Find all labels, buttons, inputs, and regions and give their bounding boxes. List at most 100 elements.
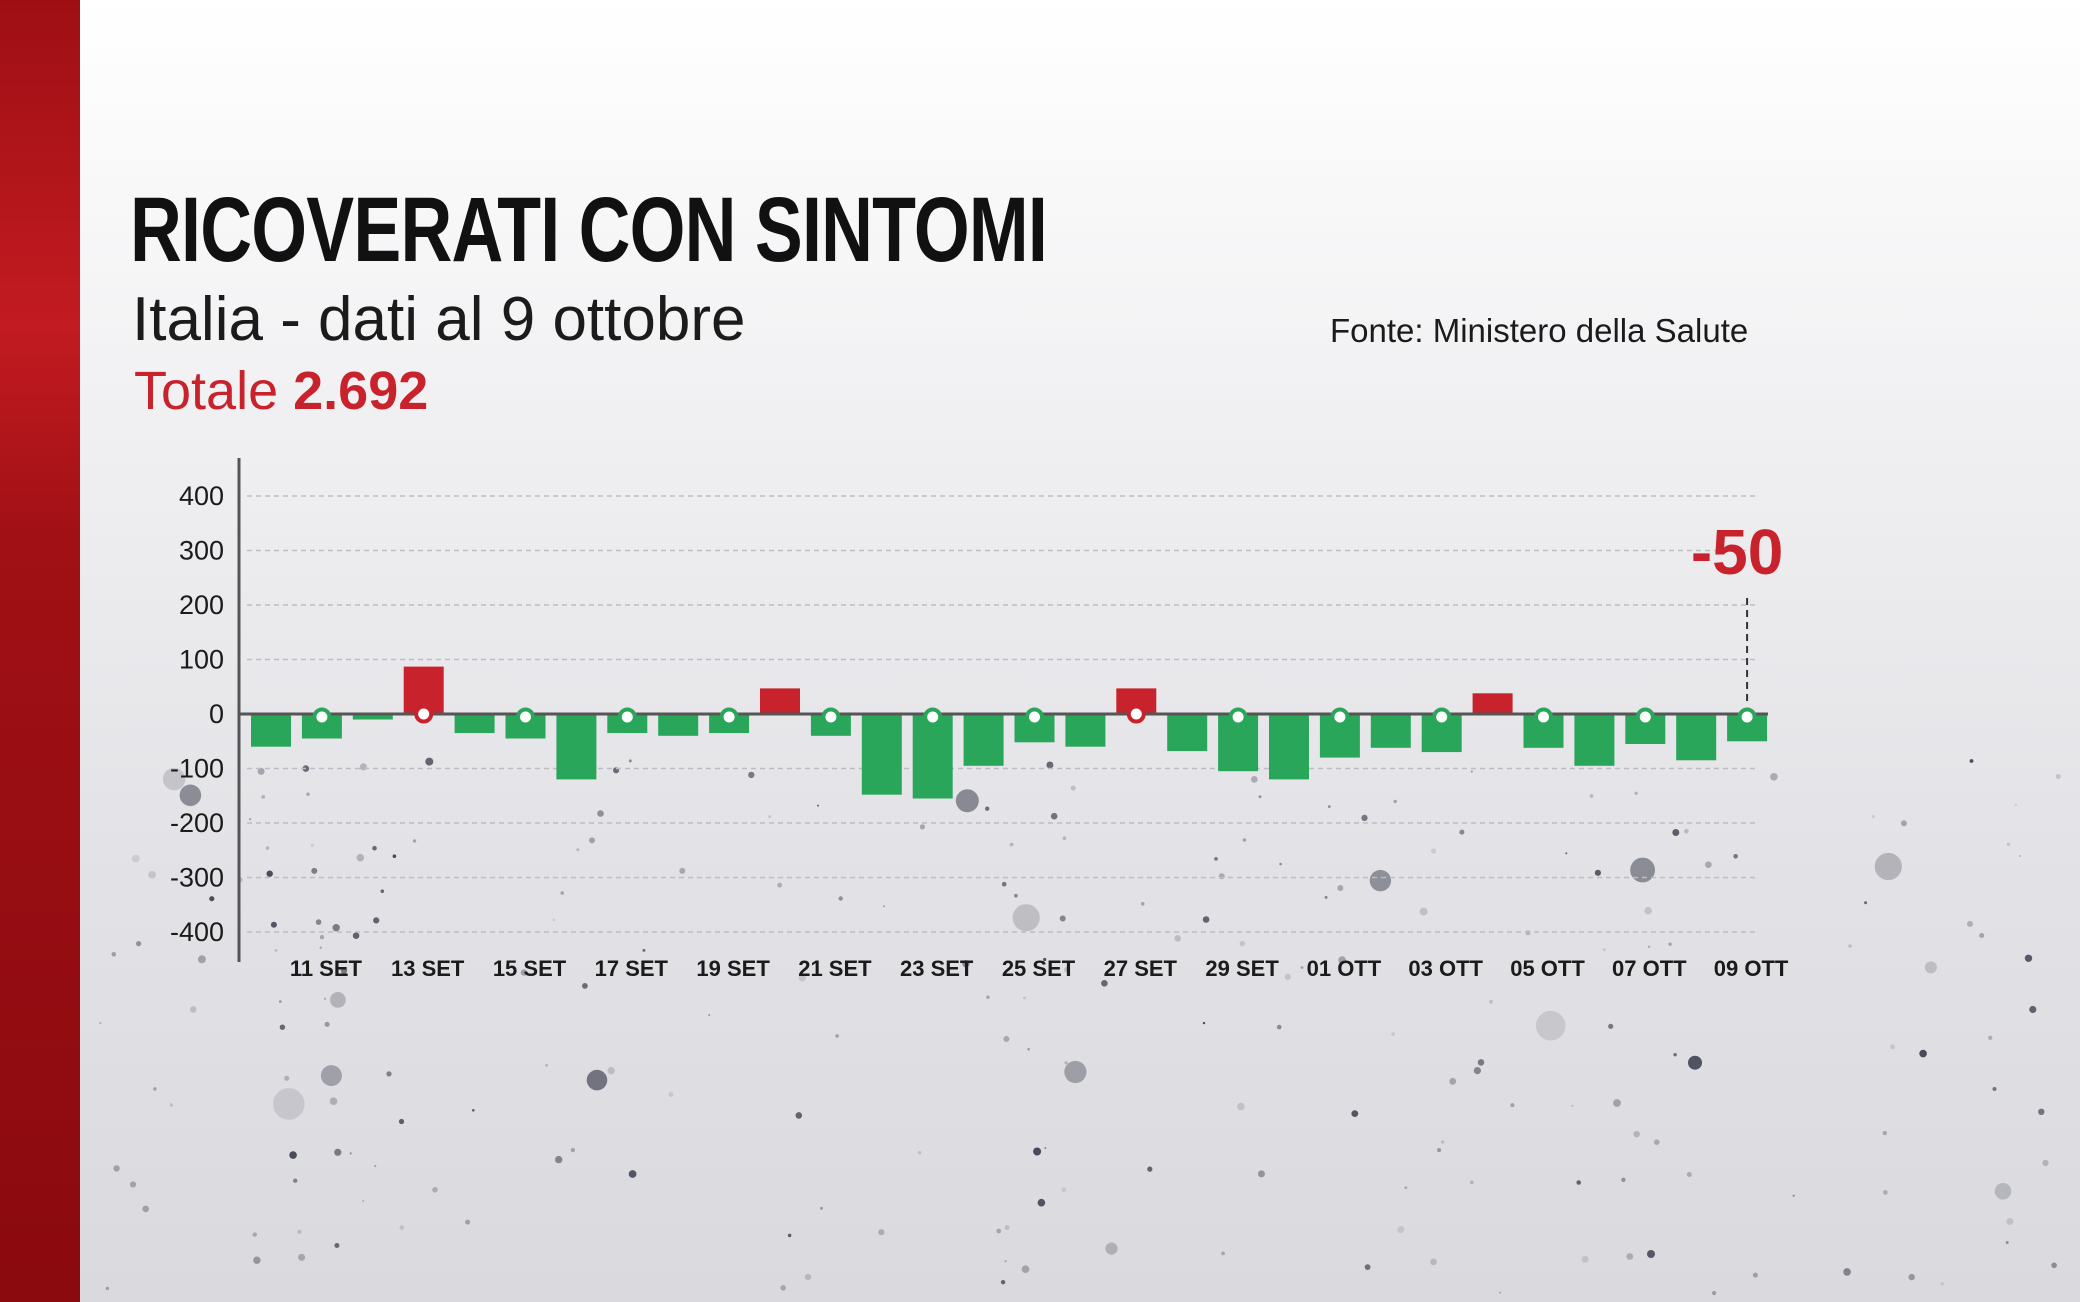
speckle bbox=[1300, 966, 1304, 969]
speckle bbox=[1994, 1183, 2012, 1200]
speckle bbox=[1242, 838, 1247, 842]
speckle bbox=[320, 1065, 342, 1087]
annotation-value: -50 bbox=[1691, 516, 1784, 588]
speckle bbox=[628, 1170, 637, 1178]
speckle bbox=[820, 1206, 823, 1210]
speckle bbox=[1684, 828, 1689, 834]
speckle bbox=[2024, 954, 2033, 962]
speckle bbox=[1059, 915, 1066, 922]
speckle bbox=[1633, 1131, 1640, 1138]
marker-dot bbox=[719, 707, 739, 727]
speckle bbox=[1634, 791, 1638, 795]
speckle bbox=[1449, 1077, 1457, 1085]
speckle bbox=[1279, 862, 1282, 866]
x-tick-label: 09 OTT bbox=[1714, 956, 1789, 981]
marker-dot bbox=[617, 707, 637, 727]
speckle bbox=[248, 818, 252, 821]
speckle bbox=[99, 1022, 102, 1025]
speckle bbox=[252, 1232, 257, 1237]
speckle bbox=[560, 891, 564, 895]
speckle bbox=[1988, 1035, 1993, 1041]
speckle bbox=[1653, 1139, 1660, 1145]
speckle bbox=[1105, 1242, 1118, 1255]
speckle bbox=[1046, 761, 1054, 769]
speckle bbox=[1276, 1024, 1282, 1030]
marker-dot bbox=[1126, 704, 1146, 724]
speckle bbox=[197, 955, 206, 964]
speckle bbox=[374, 1164, 377, 1168]
speckle bbox=[1337, 885, 1344, 891]
bar-20-set bbox=[760, 688, 800, 714]
bar-24-set bbox=[963, 714, 1004, 766]
speckle bbox=[1576, 1180, 1581, 1185]
speckle bbox=[330, 992, 346, 1008]
speckle bbox=[289, 1151, 297, 1159]
speckle bbox=[917, 1151, 922, 1155]
speckle bbox=[1792, 1194, 1795, 1197]
speckle bbox=[372, 845, 377, 851]
speckle bbox=[1752, 1272, 1758, 1278]
x-tick-label: 03 OTT bbox=[1408, 956, 1483, 981]
x-tick-label: 11 SET bbox=[290, 956, 363, 981]
speckle bbox=[589, 837, 595, 844]
marker-dot bbox=[312, 707, 332, 727]
speckle bbox=[2055, 773, 2061, 780]
speckle bbox=[1871, 814, 1876, 819]
speckle bbox=[642, 948, 646, 952]
speckle bbox=[1004, 1260, 1007, 1263]
speckle bbox=[2005, 1241, 2009, 1244]
speckle bbox=[1250, 776, 1258, 783]
speckle bbox=[555, 1155, 563, 1164]
bar-26-set bbox=[1065, 714, 1106, 747]
side-accent-bar bbox=[0, 0, 80, 1302]
speckle bbox=[169, 1103, 173, 1107]
speckle bbox=[1979, 933, 1985, 938]
total-value: 2.692 bbox=[293, 361, 429, 421]
bar-30-set bbox=[1269, 714, 1309, 780]
speckle bbox=[1843, 1268, 1851, 1276]
speckle bbox=[266, 870, 273, 877]
speckle bbox=[795, 1112, 803, 1119]
speckle bbox=[179, 784, 202, 807]
speckle bbox=[1064, 966, 1070, 973]
speckle bbox=[297, 1229, 302, 1234]
speckle bbox=[883, 905, 886, 908]
speckle bbox=[399, 1225, 404, 1230]
bar-04-ott bbox=[1472, 693, 1513, 714]
speckle bbox=[1014, 893, 1018, 898]
y-tick-label: 0 bbox=[209, 699, 224, 729]
speckle bbox=[2014, 803, 2018, 806]
speckle bbox=[324, 1021, 330, 1027]
speckle bbox=[1470, 1180, 1474, 1185]
speckle bbox=[265, 846, 270, 850]
speckle bbox=[576, 848, 580, 852]
speckle bbox=[284, 1075, 290, 1081]
y-tick-label: 400 bbox=[179, 481, 224, 511]
speckle bbox=[279, 1024, 286, 1030]
speckle bbox=[1202, 916, 1210, 923]
speckle bbox=[1239, 940, 1246, 947]
speckle bbox=[352, 932, 360, 939]
speckle bbox=[1630, 857, 1655, 883]
speckle bbox=[1023, 996, 1026, 1000]
bar-02-ott bbox=[1370, 714, 1411, 748]
speckle bbox=[1003, 1036, 1010, 1042]
speckle bbox=[2038, 1108, 2045, 1116]
x-tick-label: 05 OTT bbox=[1510, 956, 1585, 981]
speckle bbox=[545, 1064, 548, 1067]
speckle bbox=[1393, 799, 1397, 804]
speckle bbox=[273, 1088, 305, 1120]
y-tick-label: -100 bbox=[170, 754, 224, 784]
speckle bbox=[340, 967, 348, 974]
bar-16-set bbox=[556, 714, 597, 780]
marker-dot bbox=[1228, 707, 1248, 727]
speckle bbox=[1621, 1177, 1626, 1183]
speckle bbox=[279, 1000, 282, 1003]
speckle bbox=[1202, 1021, 1206, 1025]
marker-dot bbox=[821, 707, 841, 727]
speckle bbox=[319, 946, 322, 949]
speckle bbox=[586, 1069, 608, 1091]
speckle bbox=[1673, 1053, 1677, 1057]
speckle bbox=[986, 995, 990, 999]
